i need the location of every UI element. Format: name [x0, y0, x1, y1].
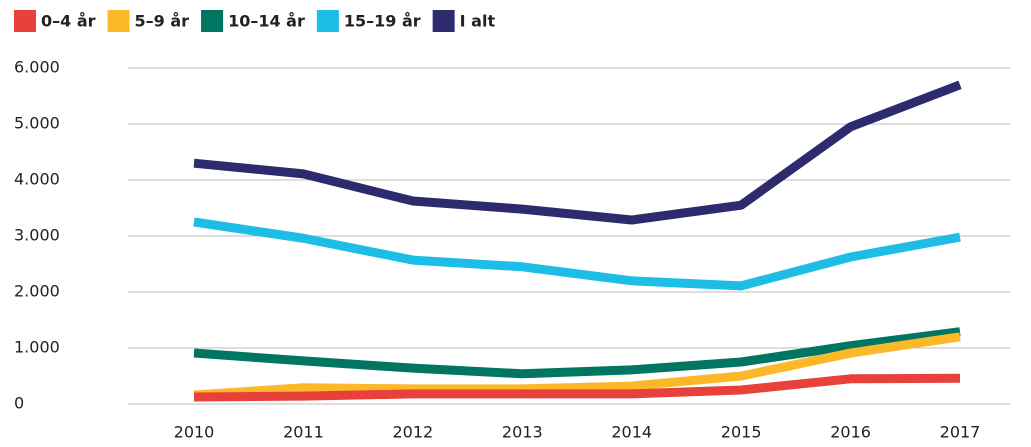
- y-tick-label: 6.000: [14, 58, 60, 77]
- legend-label: 5–9 år: [135, 12, 190, 31]
- legend-label: I alt: [460, 12, 496, 31]
- legend-swatch: [201, 10, 224, 32]
- legend-label: 10–14 år: [228, 12, 305, 31]
- line-series: [193, 332, 961, 400]
- x-tick-label: 2016: [830, 423, 871, 442]
- y-tick-label: 1.000: [14, 338, 60, 357]
- x-tick-label: 2013: [502, 423, 543, 442]
- legend-swatch: [107, 10, 130, 32]
- y-tick-label: 3.000: [14, 226, 60, 245]
- x-tick-label: 2015: [721, 423, 762, 442]
- line-series: [193, 217, 961, 291]
- legend-swatch: [432, 10, 455, 32]
- line-series: [193, 327, 961, 379]
- legend-swatch: [316, 10, 339, 32]
- line-series: [193, 80, 962, 225]
- x-tick-label: 2017: [940, 423, 981, 442]
- y-tick-label: 5.000: [14, 114, 60, 133]
- legend-swatch: [14, 10, 36, 32]
- x-tick-label: 2014: [611, 423, 652, 442]
- legend-label: 15–19 år: [344, 12, 421, 31]
- y-tick-label: 0: [14, 394, 24, 413]
- y-tick-label: 2.000: [14, 282, 60, 301]
- x-tick-label: 2010: [174, 423, 215, 442]
- y-tick-label: 4.000: [14, 170, 60, 189]
- x-tick-label: 2012: [392, 423, 433, 442]
- x-tick-label: 2011: [283, 423, 324, 442]
- legend-label: 0–4 år: [41, 12, 96, 31]
- line-series: [193, 373, 961, 402]
